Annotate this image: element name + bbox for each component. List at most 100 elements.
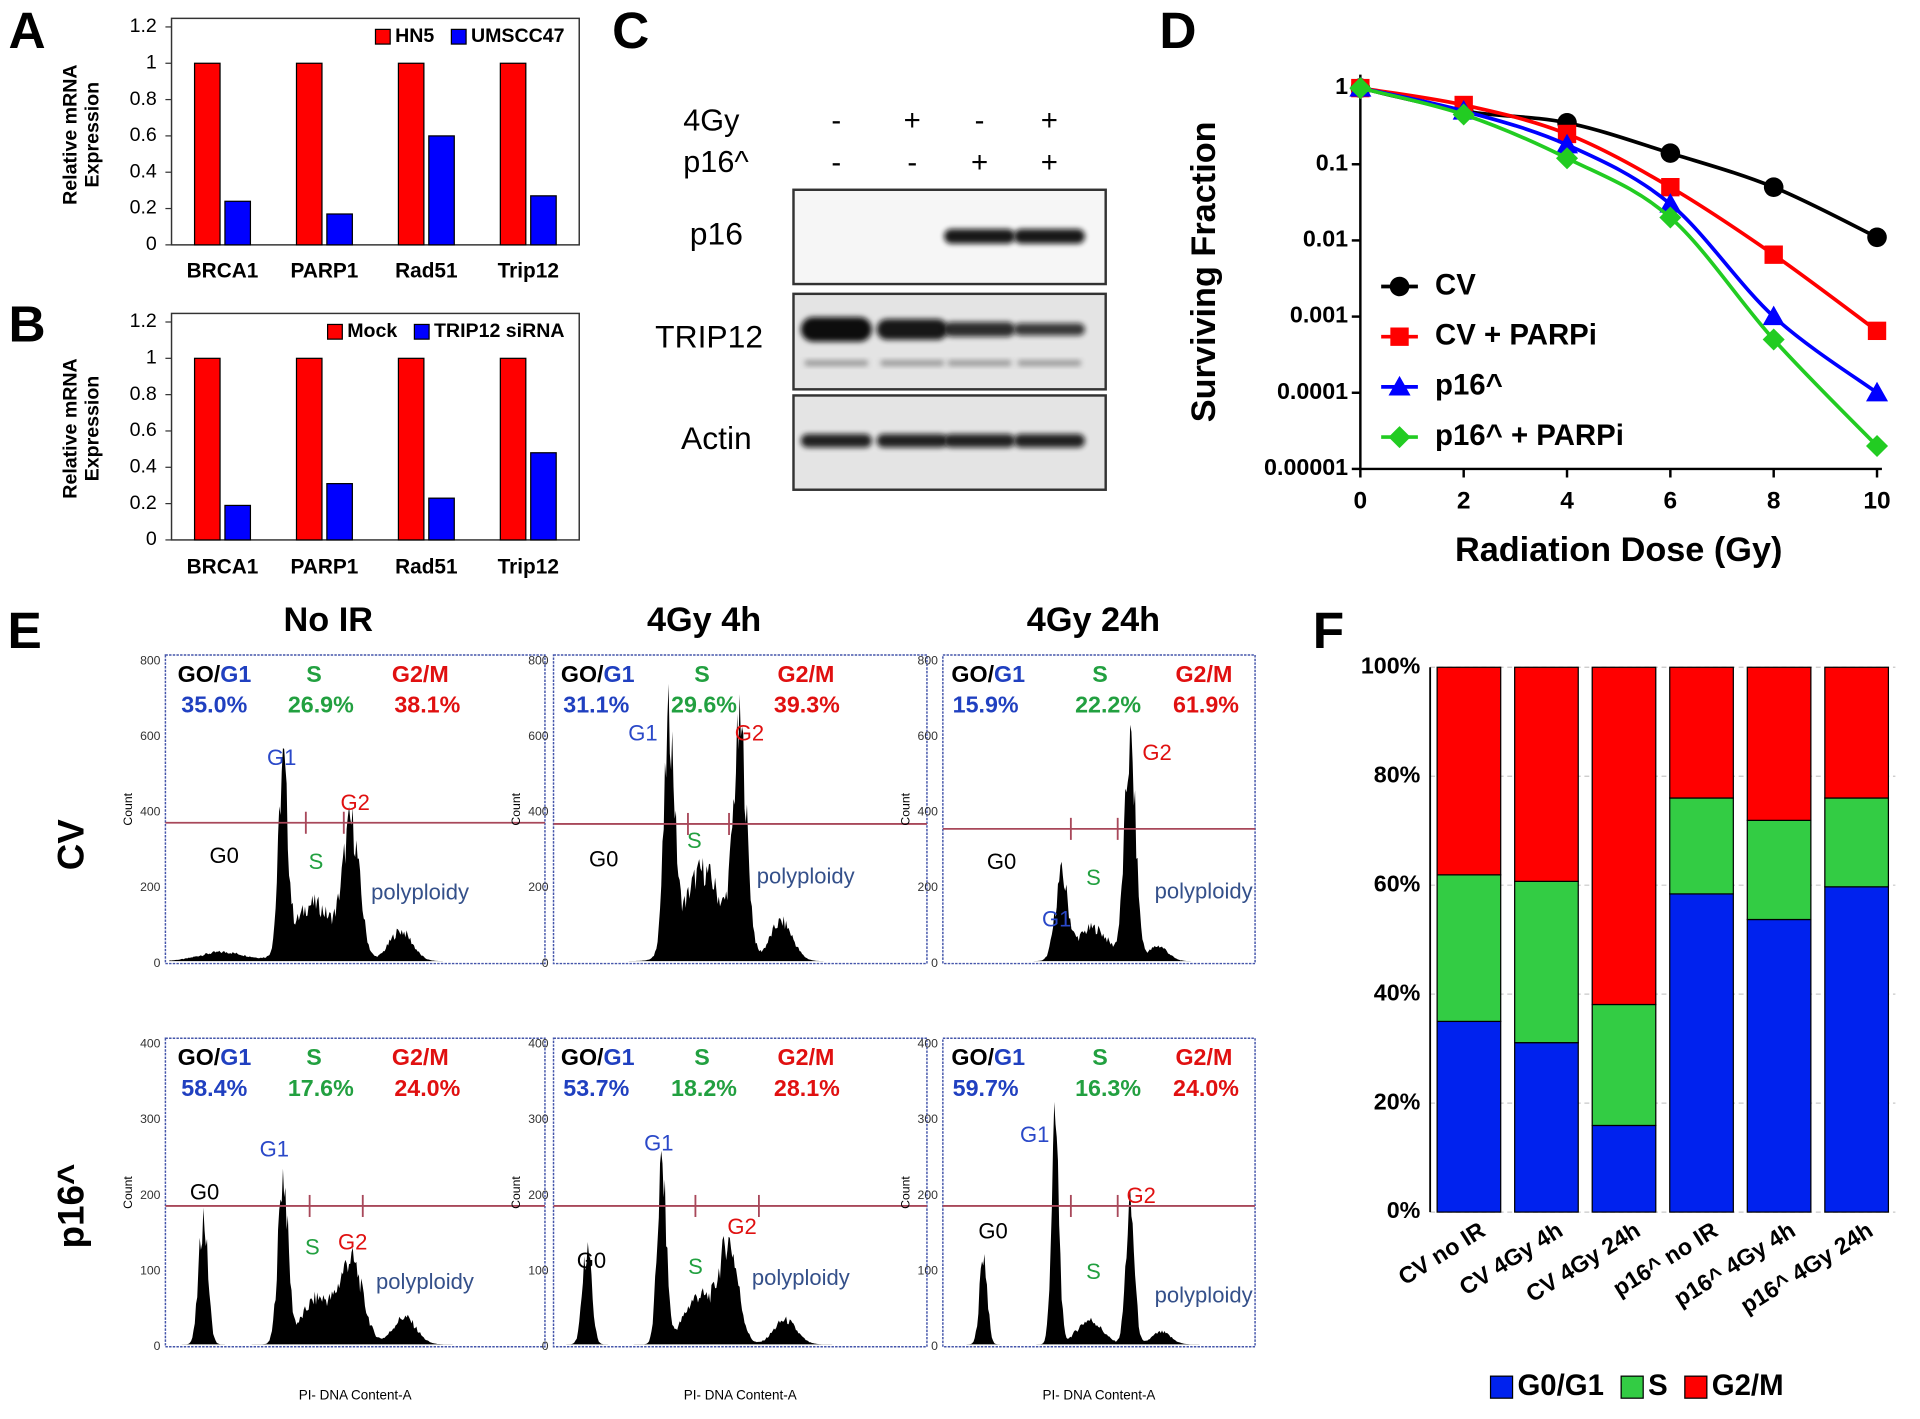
x-tick-label: 2 <box>1457 487 1471 514</box>
legend-swatch <box>327 323 343 340</box>
blot-band <box>947 359 1012 367</box>
y-tick-label: 1.2 <box>130 15 157 37</box>
header-label: GO/G1 <box>951 661 1025 687</box>
count-tick-label: 400 <box>528 805 549 819</box>
bar-segment <box>1514 880 1579 1044</box>
histogram <box>946 724 1252 962</box>
header-label: S <box>306 661 322 687</box>
blot-band <box>876 318 948 340</box>
histogram-panel: 0 200 400 600 800 Count GO/G1 S G2/M 31.1% 29.6% 39… <box>509 653 928 970</box>
histogram <box>557 1150 924 1345</box>
count-label: Count <box>509 1176 523 1209</box>
peak-label: G1 <box>1020 1122 1049 1147</box>
count-tick-label: 0 <box>931 1339 938 1353</box>
count-tick-label: 400 <box>140 1037 161 1051</box>
legend-label: UMSCC47 <box>471 25 565 47</box>
peak-label: S <box>1086 865 1101 890</box>
condition-sign: - <box>831 104 841 137</box>
bar-segment <box>1669 666 1734 799</box>
header-part: GO/ <box>951 1044 994 1070</box>
marker <box>1764 245 1783 264</box>
header-part: G1 <box>604 661 635 687</box>
condition-sign: - <box>831 146 841 179</box>
y-tick-label: 1 <box>146 51 157 73</box>
count-label: Count <box>121 792 135 825</box>
legend-marker <box>1388 375 1411 396</box>
peak-label: G2 <box>1127 1183 1156 1208</box>
legend: Mock TRIP12 siRNA <box>327 320 565 342</box>
bar <box>224 504 252 541</box>
legend-swatch <box>413 323 430 340</box>
row-label: p16^ <box>50 1164 91 1249</box>
percent-label: 16.3% <box>1075 1075 1141 1101</box>
x-tick-label: 10 <box>1863 487 1890 514</box>
y-tick-label: 0.6 <box>130 419 157 441</box>
blot-band <box>944 228 1016 244</box>
legend-label: CV + PARPi <box>1435 318 1597 351</box>
x-tick-label: 6 <box>1664 487 1678 514</box>
row-label: CV <box>50 819 91 871</box>
bar <box>295 62 323 246</box>
percent-label: 39.3% <box>774 692 840 718</box>
header-label: GO/G1 <box>561 661 635 687</box>
count-tick-label: 400 <box>140 805 161 819</box>
count-tick-label: 0 <box>542 956 549 970</box>
bar <box>397 357 425 541</box>
x-tick-label: BRCA1 <box>187 556 259 579</box>
histogram <box>557 683 924 962</box>
x-tick-label: Rad51 <box>395 556 457 579</box>
x-axis-title: PI- DNA Content-A <box>684 1387 797 1402</box>
peak-label: S <box>688 1254 703 1279</box>
count-label: Count <box>121 1176 135 1209</box>
blot-band <box>804 359 869 367</box>
count-tick-label: 800 <box>918 653 939 667</box>
header-label: S <box>694 1044 710 1070</box>
count-label: Count <box>898 1176 912 1209</box>
bar-segment <box>1824 666 1890 799</box>
header-part: GO/ <box>178 1044 221 1070</box>
count-label: Count <box>898 792 912 825</box>
blot-band <box>800 434 872 448</box>
percent-label: 18.2% <box>671 1075 737 1101</box>
peak-label: G0 <box>577 1248 606 1273</box>
plot-frame <box>170 312 580 541</box>
peak-label: G0 <box>589 847 618 872</box>
count-tick-label: 300 <box>528 1112 549 1126</box>
count-tick-label: 300 <box>918 1112 939 1126</box>
y-tick-label: 0.01 <box>1303 226 1348 252</box>
bar-segment <box>1669 797 1734 895</box>
count-tick-label: 400 <box>528 1037 549 1051</box>
condition-sign: + <box>971 146 988 179</box>
marker <box>1763 177 1784 197</box>
marker <box>1659 206 1682 229</box>
bar <box>530 452 557 541</box>
count-tick-label: 600 <box>918 729 939 743</box>
count-tick-label: 200 <box>528 880 549 894</box>
bar-segment <box>1669 893 1734 1213</box>
x-tick-label: Trip12 <box>498 556 559 579</box>
count-tick-label: 0 <box>931 956 938 970</box>
histogram-panel: 0 200 400 600 800 Count GO/G1 S G2/M 15.9% 22.2% 61… <box>898 653 1256 970</box>
peak-label: G1 <box>644 1131 673 1156</box>
marker <box>1867 227 1887 248</box>
bar-segment <box>1591 1003 1657 1127</box>
blot-band <box>880 359 945 367</box>
count-tick-label: 800 <box>140 653 161 667</box>
plot-frame <box>164 654 546 965</box>
bar-segment <box>1514 1042 1579 1213</box>
y-tick-label: 0.0001 <box>1277 378 1348 404</box>
header-label: G2/M <box>1175 1044 1232 1070</box>
legend-label: HN5 <box>395 25 434 47</box>
peak-label: polyploidy <box>757 864 855 889</box>
marker <box>1866 434 1889 458</box>
legend-label: CV <box>1435 268 1476 301</box>
bar <box>397 62 425 246</box>
y-tick-label: 0.6 <box>130 124 157 146</box>
y-tick-label: 0.8 <box>130 383 157 405</box>
y-axis-title: Expression <box>81 82 103 188</box>
condition-sign: - <box>975 104 985 137</box>
peak-label: G0 <box>987 849 1016 874</box>
peak-label: S <box>1086 1259 1101 1284</box>
marker <box>1660 143 1681 163</box>
